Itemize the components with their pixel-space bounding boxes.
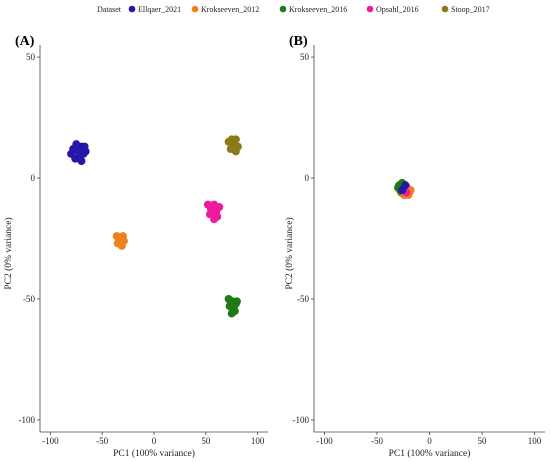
- series-krokseeven-2012: [112, 232, 128, 250]
- data-point: [230, 307, 239, 316]
- legend-swatch: [279, 5, 287, 13]
- series-ellqaer-2021: [398, 181, 410, 195]
- data-point: [71, 154, 80, 163]
- x-tick-label: 0: [427, 436, 432, 446]
- y-tick-label: -50: [297, 294, 309, 304]
- data-point: [401, 181, 410, 190]
- series-stoop-2017: [224, 135, 242, 156]
- legend-item: Krokseeven_2016: [279, 5, 347, 14]
- legend-label: Stoop_2017: [451, 5, 490, 14]
- y-axis-title: PC2 (0% variance): [284, 217, 295, 289]
- x-axis-title: PC1 (100% variance): [389, 448, 471, 459]
- data-point: [81, 147, 90, 156]
- x-tick-label: -100: [42, 436, 59, 446]
- x-tick-label: 100: [251, 436, 265, 446]
- data-point: [228, 142, 237, 151]
- legend-item: Krokseeven_2012: [191, 5, 259, 14]
- series-opsahl-2016: [203, 200, 224, 224]
- y-tick-label: -100: [293, 415, 310, 425]
- x-tick-label: -100: [316, 436, 333, 446]
- x-tick-label: 100: [528, 436, 542, 446]
- series-krokseeven-2016: [224, 294, 241, 318]
- legend-label: Krokseeven_2016: [289, 5, 347, 14]
- panel-b: (B) -100 -50 0 50 100 50 0 -50 -100 PC1 (100% vari…: [284, 34, 545, 459]
- legend: Dataset Ellqaer_2021 Krokseeven_2012 Krokse…: [97, 5, 490, 14]
- panel-label: (B): [289, 34, 308, 49]
- x-tick-label: 50: [478, 436, 488, 446]
- y-tick-label: 50: [300, 52, 310, 62]
- data-point: [118, 232, 127, 241]
- y-axis-title: PC2 (0% variance): [3, 217, 14, 289]
- x-axis-title: PC1 (100% variance): [113, 448, 195, 459]
- legend-swatch: [441, 5, 449, 13]
- data-point: [232, 297, 241, 306]
- y-tick-label: -50: [23, 294, 35, 304]
- series-ellqaer-2021: [67, 140, 90, 166]
- x-tick-label: -50: [371, 436, 383, 446]
- data-point: [213, 212, 222, 221]
- data-point: [117, 241, 126, 250]
- legend-label: Opsahl_2016: [376, 5, 419, 14]
- panel-label: (A): [15, 34, 35, 49]
- legend-title: Dataset: [97, 5, 122, 14]
- x-tick-label: -50: [96, 436, 108, 446]
- legend-swatch: [366, 5, 374, 13]
- legend-item: Ellqaer_2021: [128, 5, 181, 14]
- data-point: [208, 203, 217, 212]
- data-point: [77, 157, 86, 166]
- legend-swatch: [191, 5, 199, 13]
- legend-item: Stoop_2017: [441, 5, 490, 14]
- data-point: [73, 142, 82, 151]
- legend-label: Ellqaer_2021: [138, 5, 181, 14]
- legend-item: Opsahl_2016: [366, 5, 419, 14]
- y-tick-label: -100: [19, 415, 36, 425]
- x-tick-label: 50: [201, 436, 211, 446]
- y-tick-label: 0: [31, 173, 36, 183]
- x-tick-label: 0: [152, 436, 157, 446]
- legend-label: Krokseeven_2012: [201, 5, 259, 14]
- panel-a: (A) -100 -50 0 50 100 50 0 -50 -100 PC1 (100% vari…: [3, 34, 268, 459]
- y-tick-label: 50: [26, 52, 36, 62]
- y-tick-label: 0: [305, 173, 310, 183]
- legend-swatch: [128, 5, 136, 13]
- data-point: [226, 299, 235, 308]
